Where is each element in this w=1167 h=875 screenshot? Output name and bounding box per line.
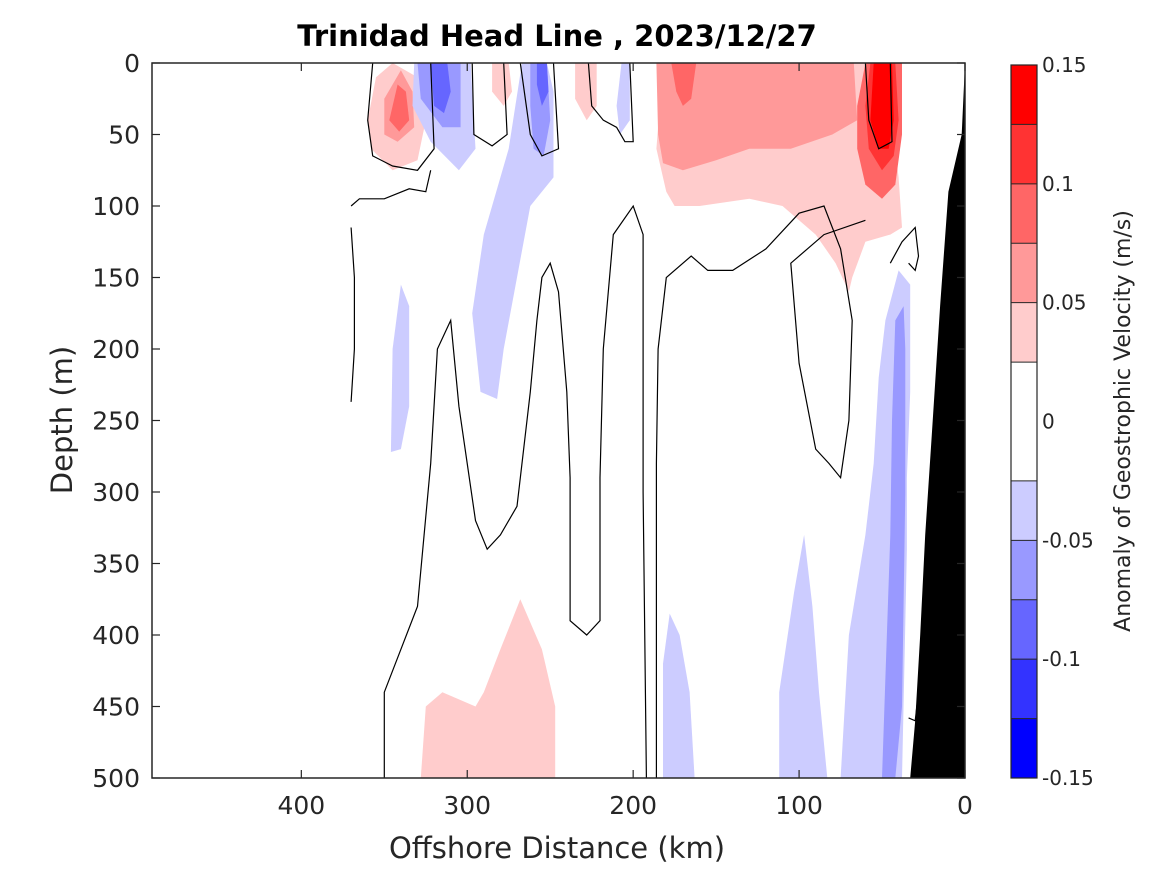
- colorbar-swatch-6: [1011, 302, 1037, 363]
- colorbar-tick-label: 0: [1042, 410, 1055, 434]
- y-axis-label: Depth (m): [45, 346, 79, 494]
- contour-region-5: [430, 63, 451, 114]
- x-tick-label: 300: [443, 791, 491, 820]
- colorbar-swatch-7: [1011, 243, 1037, 303]
- colorbar-tick-label: -0.1: [1042, 647, 1081, 671]
- colorbar-swatch-8: [1011, 183, 1037, 244]
- y-axis-ticks: 0 50 100 150 200 250 300 350 400 450 500: [92, 49, 965, 793]
- contour-region-11: [616, 63, 630, 135]
- y-tick-label: 250: [92, 407, 140, 436]
- y-tick-label: 500: [92, 764, 140, 793]
- colorbar-tick-label: 0.05: [1042, 291, 1087, 315]
- contour-region-9: [536, 63, 549, 106]
- zero-contour-1: [471, 62, 508, 147]
- y-tick-label: 50: [108, 121, 140, 150]
- bathymetry-layer: [910, 63, 965, 778]
- colorbar-label: Anomaly of Geostrophic Velocity (m/s): [1111, 210, 1136, 632]
- zero-contour-2: [519, 62, 560, 157]
- y-tick-label: 400: [92, 621, 140, 650]
- x-tick-label: 200: [609, 791, 657, 820]
- y-tick-label: 350: [92, 550, 140, 579]
- colorbar-tick-label: 0.1: [1042, 172, 1074, 196]
- contour-fill-regions: [367, 63, 911, 778]
- contour-region-20: [390, 284, 410, 452]
- colorbar-frame: [1010, 64, 1038, 779]
- zero-contour-0: [367, 62, 435, 171]
- colorbar: 0.15 0.1 0.05 0 -0.05 -0.1 -0.15: [1010, 53, 1094, 790]
- zero-contour-5: [350, 227, 355, 402]
- y-tick-label: 150: [92, 264, 140, 293]
- zero-contour-7: [655, 205, 866, 778]
- x-axis-ticks: 400 300 200 100 0: [277, 63, 973, 820]
- colorbar-swatch-9: [1011, 124, 1037, 184]
- y-tick-label: 450: [92, 693, 140, 722]
- y-tick-label: 200: [92, 335, 140, 364]
- x-tick-label: 0: [957, 791, 973, 820]
- x-tick-label: 400: [277, 791, 325, 820]
- zero-contour-4: [350, 170, 432, 207]
- colorbar-tick-label: -0.05: [1042, 528, 1094, 552]
- contour-region-6: [492, 63, 512, 106]
- colorbar-swatch-0: [1011, 718, 1037, 778]
- contour-region-17: [870, 63, 894, 149]
- contour-region-19: [882, 306, 906, 778]
- x-tick-label: 100: [775, 791, 823, 820]
- x-axis-label: Offshore Distance (km): [389, 831, 725, 865]
- zero-contour-3: [587, 62, 634, 143]
- zero-contour-10: [864, 62, 893, 150]
- colorbar-swatch-4: [1011, 480, 1037, 541]
- contour-region-23: [420, 599, 556, 778]
- colorbar-tick-label: -0.15: [1042, 766, 1094, 790]
- colorbar-swatch-1: [1011, 659, 1037, 719]
- zero-contour-6: [383, 204, 647, 779]
- contour-region-13: [656, 63, 858, 171]
- contour-region-22: [779, 534, 828, 778]
- colorbar-swatch-3: [1011, 540, 1037, 600]
- colorbar-swatch-10: [1011, 65, 1037, 125]
- plot-area: [151, 62, 966, 779]
- y-tick-label: 300: [92, 478, 140, 507]
- y-tick-label: 0: [124, 49, 140, 78]
- contour-region-14: [671, 63, 697, 106]
- colorbar-swatch-2: [1011, 599, 1037, 660]
- bathymetry-shelf: [910, 63, 965, 778]
- y-tick-label: 100: [92, 192, 140, 221]
- contour-region-7: [472, 63, 554, 399]
- colorbar-swatch-5: [1011, 362, 1037, 481]
- zero-contour-lines: [350, 62, 920, 779]
- colorbar-tick-label: 0.15: [1042, 53, 1087, 77]
- contour-region-2: [389, 84, 410, 132]
- zero-contour-8: [889, 226, 920, 272]
- contour-region-21: [663, 613, 695, 778]
- chart-title: Trinidad Head Line , 2023/12/27: [297, 19, 817, 53]
